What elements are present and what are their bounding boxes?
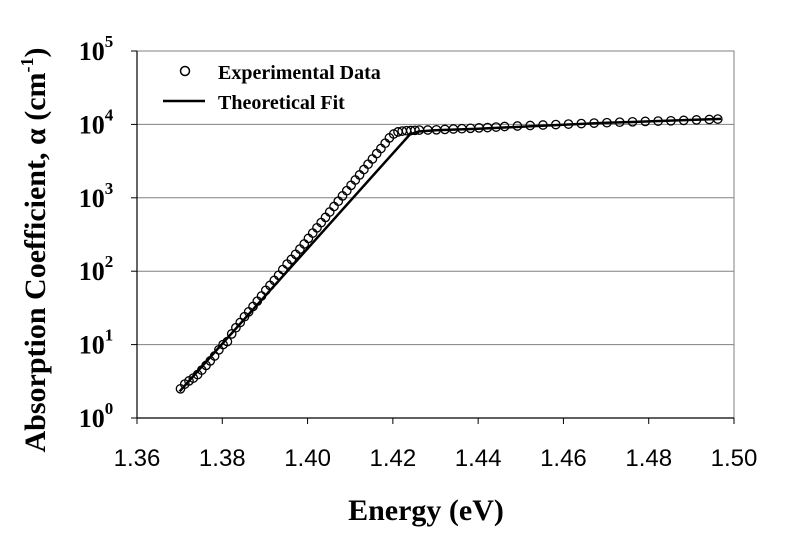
data-point-67: [512, 121, 523, 131]
y-tick-exp-2: 2: [105, 252, 114, 271]
x-tick-label-0: 1.36: [114, 445, 161, 472]
y-tick-label-2: 102: [79, 252, 114, 286]
y-tick-base-3: 10: [79, 184, 105, 213]
data-point-24: [277, 264, 288, 275]
y-tick-label-5: 105: [79, 32, 114, 66]
y-tick-label-3: 103: [79, 179, 114, 213]
data-point-78: [653, 116, 663, 126]
y-tick-exp-0: 0: [105, 399, 114, 418]
y-tick-base-5: 10: [79, 37, 105, 66]
data-point-75: [614, 117, 625, 128]
y-tick-label-1: 101: [79, 326, 114, 360]
y-axis-title: Absorption Coefficient, α (cm-1): [17, 47, 52, 452]
data-point-79: [666, 115, 676, 126]
data-point-74: [602, 117, 612, 128]
y-tick-label-4: 104: [79, 105, 114, 139]
data-point-73: [589, 118, 599, 128]
data-point-80: [678, 115, 689, 126]
y-tick-base-2: 10: [79, 257, 105, 286]
y-axis-title-superscript: -1: [17, 57, 37, 72]
legend-label-experimental: Experimental Data: [218, 62, 381, 84]
x-tick-label-2: 1.40: [284, 445, 331, 472]
data-point-71: [563, 119, 574, 129]
fit-series: [178, 117, 722, 393]
y-tick-exp-4: 4: [105, 105, 114, 124]
data-point-66: [499, 121, 510, 132]
data-point-76: [627, 116, 638, 127]
x-tick-label-6: 1.48: [625, 445, 672, 472]
x-tick-label-1: 1.38: [199, 445, 246, 472]
y-tick-label-0: 100: [79, 399, 114, 433]
data-point-11: [222, 336, 233, 347]
y-tick-exp-5: 5: [105, 32, 114, 51]
y-tick-base-4: 10: [79, 110, 105, 139]
data-point-31: [307, 228, 318, 238]
data-point-83: [712, 114, 723, 124]
data-point-70: [550, 119, 561, 130]
x-axis-title: Energy (eV): [348, 494, 504, 527]
y-tick-base-0: 10: [79, 404, 105, 433]
data-point-69: [538, 120, 548, 130]
legend: Experimental Data Theoretical Fit: [163, 62, 381, 114]
y-axis-title-close: ): [19, 47, 52, 57]
data-point-81: [691, 115, 702, 125]
data-point-77: [640, 116, 651, 127]
legend-marker-experimental: [179, 65, 191, 77]
data-point-68: [525, 120, 536, 131]
data-point-34: [320, 212, 331, 223]
data-point-45: [367, 154, 378, 164]
data-point-36: [329, 201, 339, 212]
legend-label-fit: Theoretical Fit: [218, 92, 345, 114]
y-tick-exp-3: 3: [105, 179, 114, 198]
gridlines: [137, 123, 734, 346]
x-tick-label-5: 1.46: [540, 445, 587, 472]
fit-line: [178, 117, 722, 393]
y-axis-title-main: Absorption Coefficient, α (cm: [19, 72, 52, 452]
data-point-55: [410, 125, 420, 136]
experimental-series: [175, 114, 723, 394]
data-point-30: [303, 233, 314, 244]
data-point-35: [324, 207, 335, 217]
x-tick-label-3: 1.42: [369, 445, 416, 472]
x-tick-label-4: 1.44: [455, 445, 502, 472]
y-tick-exp-1: 1: [105, 326, 114, 345]
y-tick-base-1: 10: [79, 331, 105, 360]
data-point-39: [341, 185, 352, 196]
data-point-72: [576, 118, 587, 129]
x-tick-label-7: 1.50: [711, 445, 758, 472]
